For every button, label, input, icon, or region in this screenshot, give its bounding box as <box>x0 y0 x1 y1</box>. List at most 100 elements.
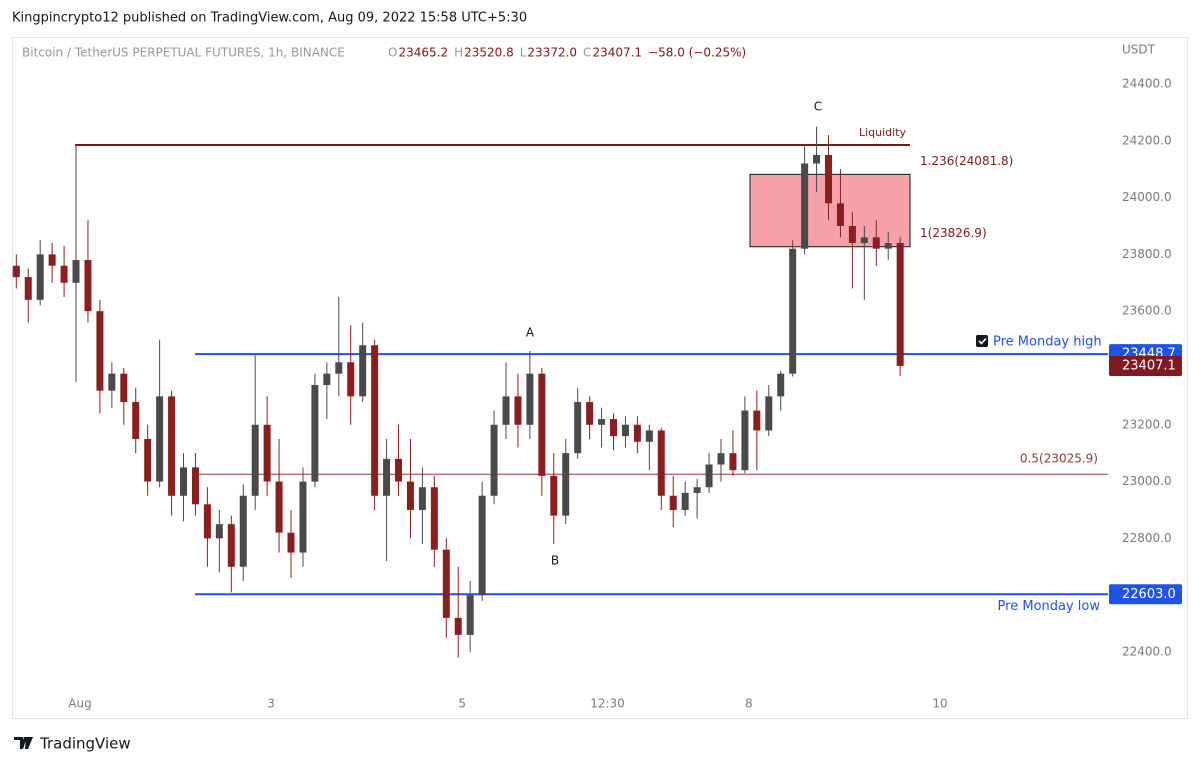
fib-label: 1(23826.9) <box>920 226 987 240</box>
candle-body <box>562 453 570 516</box>
y-tick-label: 22400.0 <box>1122 644 1172 658</box>
candle-body <box>848 225 856 244</box>
candle-body <box>442 549 450 618</box>
legend-value: 23465.2 <box>398 46 448 60</box>
candle-body <box>729 453 737 471</box>
candle-body <box>466 595 474 635</box>
candle-body <box>621 424 629 437</box>
candle-body <box>478 495 486 596</box>
wave-label: B <box>551 554 559 568</box>
candle-body <box>430 487 438 550</box>
candle-body <box>717 453 725 465</box>
candle-body <box>395 458 403 482</box>
legend-change: −58.0 (−0.25%) <box>648 46 746 60</box>
wave-label: A <box>526 326 535 340</box>
candle-body <box>359 345 367 397</box>
legend-key: C <box>583 46 591 60</box>
y-tick-label: 24000.0 <box>1122 190 1172 204</box>
candle-body <box>215 524 223 539</box>
candle-body <box>180 467 188 496</box>
candle-body <box>406 481 414 510</box>
candle-body <box>753 410 761 431</box>
candle-body <box>335 362 343 374</box>
x-tick-label: 8 <box>745 697 753 711</box>
candle-body <box>120 373 128 403</box>
candle-body <box>681 492 689 510</box>
candle-body <box>586 402 594 425</box>
candle-body <box>84 260 92 312</box>
price-tag <box>1109 355 1182 376</box>
legend-key: O <box>388 46 397 60</box>
x-tick-label: 12:30 <box>590 697 625 711</box>
level-label: 0.5(23025.9) <box>1020 452 1098 466</box>
price-tag <box>1109 584 1182 605</box>
candle-body <box>108 373 116 391</box>
candle-body <box>418 487 426 510</box>
candle-body <box>598 419 606 425</box>
tv-logo <box>14 737 33 749</box>
candle-body <box>72 260 80 283</box>
legend-value: 23407.1 <box>592 46 642 60</box>
candle-body <box>633 424 641 442</box>
legend-key: L <box>520 46 527 60</box>
x-tick-label: Aug <box>68 697 91 711</box>
candle-body <box>371 345 379 496</box>
candle-body <box>263 424 271 482</box>
checkbox-icon <box>976 335 988 347</box>
candle-body <box>203 504 211 539</box>
candle-body <box>502 396 510 425</box>
candle-body <box>789 248 797 374</box>
wave-label: C <box>814 100 822 114</box>
candle-body <box>191 467 199 505</box>
candle-body <box>12 265 20 278</box>
legend-value: 23372.0 <box>527 46 577 60</box>
candle-body <box>693 487 701 493</box>
candle-body <box>311 385 319 482</box>
candle-body <box>657 430 665 496</box>
candle-body <box>299 481 307 553</box>
candle-body <box>550 475 558 516</box>
symbol-title: Bitcoin / TetherUS PERPETUAL FUTURES, 1h… <box>22 46 345 60</box>
x-tick-label: 10 <box>932 697 947 711</box>
candle-body <box>36 254 44 300</box>
candle-body <box>705 464 713 488</box>
candle-body <box>490 424 498 496</box>
candle-body <box>836 203 844 226</box>
price-tag-label: 22603.0 <box>1122 587 1176 602</box>
candle-body <box>24 277 32 300</box>
publish-header: Kingpincrypto12 published on TradingView… <box>12 11 527 26</box>
legend-value: 23520.8 <box>464 46 514 60</box>
candle-body <box>275 481 283 533</box>
candle-body <box>884 243 892 249</box>
candle-body <box>538 373 546 476</box>
candle-body <box>454 617 462 635</box>
y-tick-label: 23600.0 <box>1122 304 1172 318</box>
candle-body <box>896 243 904 366</box>
x-tick-label: 3 <box>267 697 275 711</box>
candle-body <box>669 495 677 510</box>
candle-body <box>860 237 868 244</box>
y-tick-label: 24200.0 <box>1122 133 1172 147</box>
candle-body <box>825 154 833 204</box>
y-tick-label: 24400.0 <box>1122 76 1172 90</box>
x-tick-label: 5 <box>458 697 466 711</box>
y-tick-label: 22800.0 <box>1122 531 1172 545</box>
candle-body <box>801 163 809 249</box>
candle-body <box>574 402 582 454</box>
price-unit: USDT <box>1122 43 1156 57</box>
candle-body <box>156 396 164 482</box>
candle-body <box>132 402 140 439</box>
candle-body <box>251 424 259 496</box>
candle-body <box>96 311 104 391</box>
candle-body <box>48 254 56 266</box>
candle-body <box>872 237 880 249</box>
y-tick-label: 23000.0 <box>1122 474 1172 488</box>
candle-body <box>287 532 295 553</box>
legend-key: H <box>454 46 463 60</box>
level-label: Pre Monday high <box>993 335 1102 350</box>
candle-body <box>144 438 152 482</box>
candle-body <box>741 410 749 471</box>
candle-body <box>813 154 821 164</box>
